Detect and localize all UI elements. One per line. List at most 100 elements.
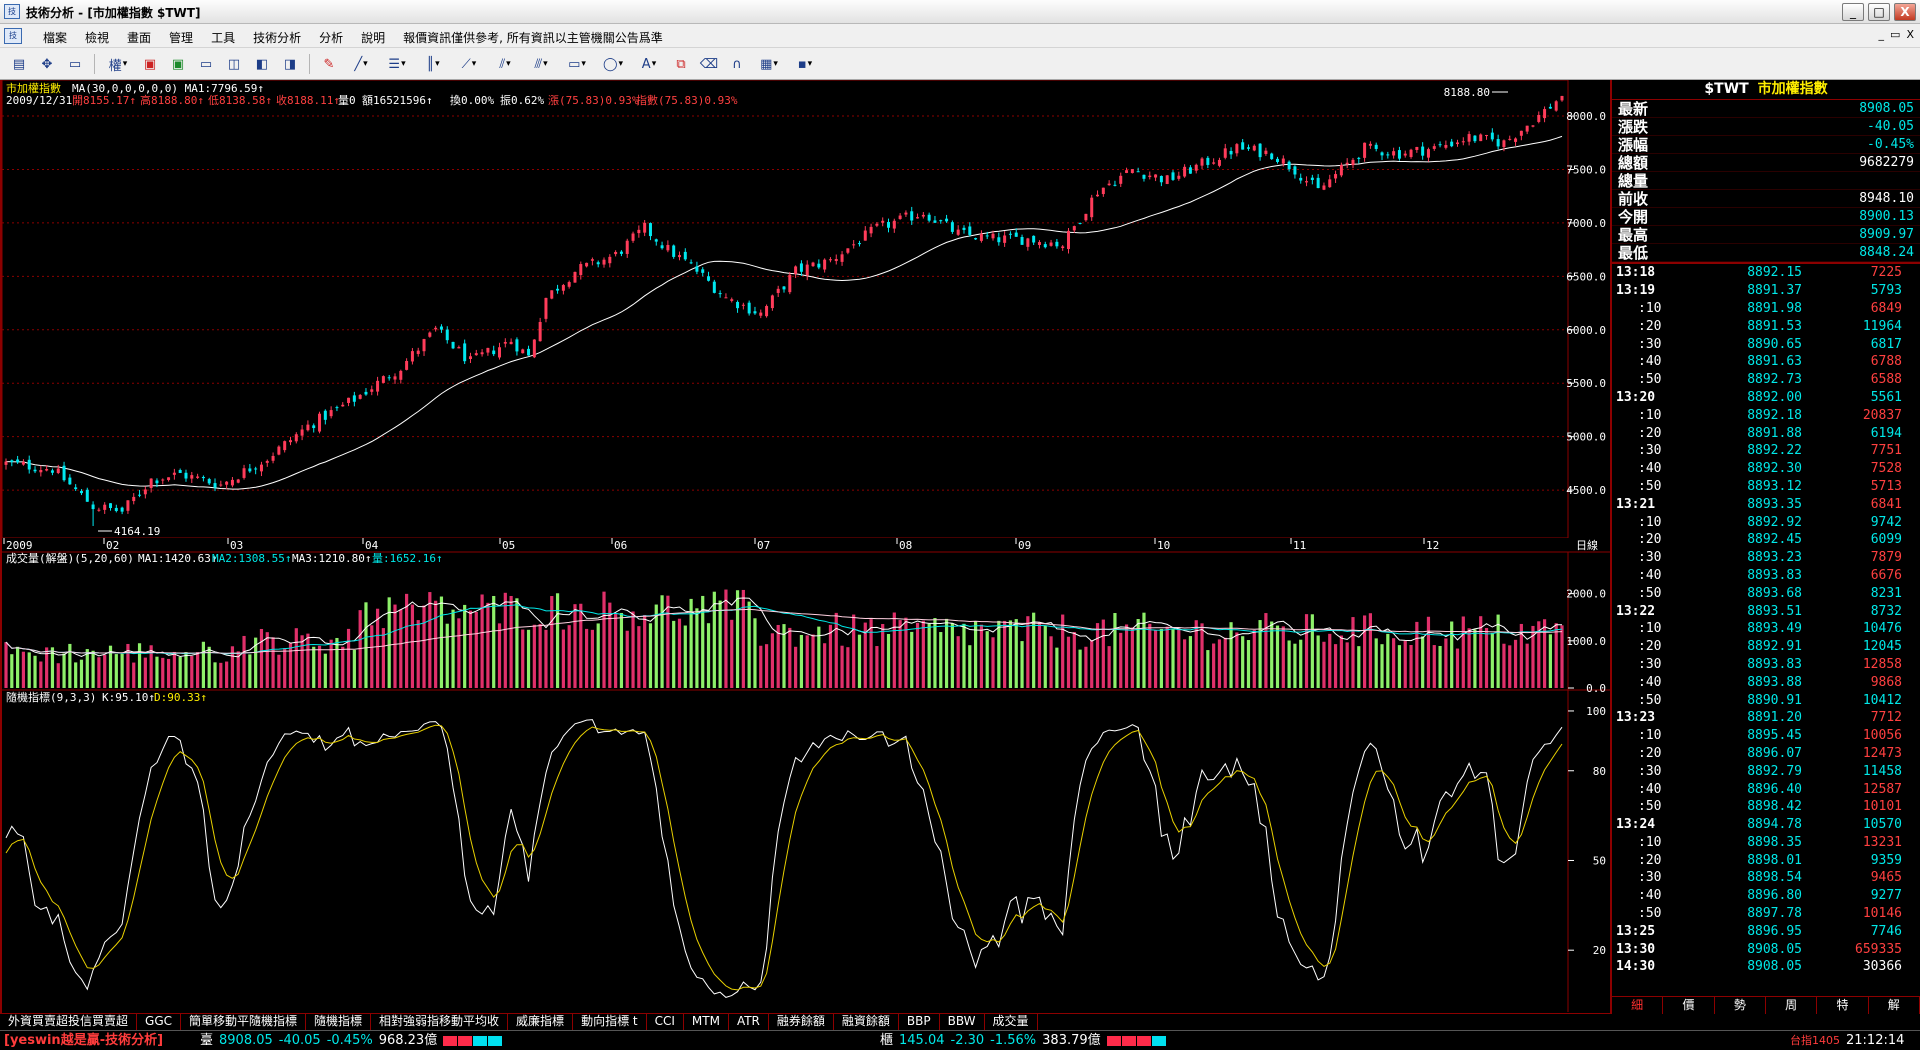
indicator-tab[interactable]: 簡單移動平隨機指標: [181, 1014, 307, 1030]
tick-row[interactable]: :40 8893.83 6676: [1612, 567, 1920, 585]
tick-row[interactable]: :20 8891.53 11964: [1612, 317, 1920, 335]
menu-tools[interactable]: 工具: [211, 31, 236, 45]
close-button[interactable]: X: [1894, 3, 1916, 21]
period-dropdown[interactable]: 權: [103, 54, 133, 74]
text-A-icon[interactable]: A: [634, 54, 664, 74]
save-icon[interactable]: ▪: [790, 54, 820, 74]
tick-row[interactable]: :30 8898.54 9465: [1612, 869, 1920, 887]
frame-icon[interactable]: ▭: [68, 56, 82, 72]
crosshair-icon[interactable]: ✥: [41, 56, 53, 72]
tick-row[interactable]: :50 8892.73 6588: [1612, 371, 1920, 389]
tick-row[interactable]: :50 8890.91 10412: [1612, 691, 1920, 709]
indicator-tab[interactable]: 融券餘額: [769, 1014, 834, 1030]
tick-row[interactable]: :50 8897.78 10146: [1612, 905, 1920, 923]
quote-tab[interactable]: 細: [1612, 997, 1664, 1014]
minimize-button[interactable]: _: [1842, 3, 1864, 21]
indicator-tab[interactable]: CCI: [647, 1014, 684, 1030]
fib-tool-icon[interactable]: ⫽: [490, 54, 520, 74]
menu-file[interactable]: 檔案: [43, 31, 68, 45]
tick-row[interactable]: :10 8895.45 10056: [1612, 727, 1920, 745]
tick-row[interactable]: :40 8892.30 7528: [1612, 460, 1920, 478]
tick-row[interactable]: :10 8898.35 13231: [1612, 834, 1920, 852]
menu-help[interactable]: 說明: [361, 31, 386, 45]
menu-manage[interactable]: 管理: [169, 31, 194, 45]
menu-view[interactable]: 檢視: [85, 31, 110, 45]
channel-tool-icon[interactable]: ⫻: [526, 54, 556, 74]
rect-tool-icon[interactable]: ▭: [562, 54, 592, 74]
tick-row[interactable]: :40 8896.40 12587: [1612, 780, 1920, 798]
tick-row[interactable]: :40 8891.63 6788: [1612, 353, 1920, 371]
color-icon[interactable]: ▦: [754, 54, 784, 74]
menu-technical-analysis[interactable]: 技術分析: [253, 31, 302, 45]
indicator-tab[interactable]: 隨機指標: [306, 1014, 372, 1030]
tick-row[interactable]: 14:30 8908.05 30366: [1612, 958, 1920, 976]
tick-row[interactable]: :20 8898.01 9359: [1612, 851, 1920, 869]
copy-icon[interactable]: ⧉: [676, 56, 686, 72]
menu-analysis[interactable]: 分析: [319, 31, 344, 45]
tick-row[interactable]: 13:23 8891.20 7712: [1612, 709, 1920, 727]
indicator-tab[interactable]: 威廉指標: [508, 1014, 574, 1030]
candle-red-icon[interactable]: ▣: [143, 56, 157, 72]
indicator-tab[interactable]: BBW: [940, 1014, 985, 1030]
tick-row[interactable]: :20 8896.07 12473: [1612, 745, 1920, 763]
tick-row[interactable]: :30 8893.83 12858: [1612, 656, 1920, 674]
quote-tab[interactable]: 價: [1663, 997, 1715, 1014]
tick-row[interactable]: :30 8890.65 6817: [1612, 335, 1920, 353]
window-icon[interactable]: ▭: [199, 56, 213, 72]
tick-row[interactable]: 13:22 8893.51 8732: [1612, 602, 1920, 620]
tick-row[interactable]: :50 8898.42 10101: [1612, 798, 1920, 816]
indicator-tab[interactable]: 相對強弱指移動平均收: [371, 1014, 509, 1030]
tick-list[interactable]: 13:18 8892.15 7225 13:19 8891.37 5793:10 8891.…: [1612, 264, 1920, 976]
tick-row[interactable]: 13:18 8892.15 7225: [1612, 264, 1920, 282]
mdi-close-button[interactable]: X: [1906, 28, 1914, 41]
tile2-icon[interactable]: ◨: [283, 56, 297, 72]
tick-row[interactable]: :10 8892.18 20837: [1612, 406, 1920, 424]
bars-tool-icon[interactable]: ║: [418, 54, 448, 74]
tick-row[interactable]: :50 8893.68 8231: [1612, 584, 1920, 602]
chart-canvas[interactable]: 4500.0 5000.0 5500.0 6000.0 6500.0 7000.0 7500…: [1, 79, 1610, 1014]
indicator-tab[interactable]: GGC: [137, 1014, 181, 1030]
quote-tab[interactable]: 周: [1766, 997, 1818, 1014]
tick-row[interactable]: 13:21 8893.35 6841: [1612, 495, 1920, 513]
text-tool-icon[interactable]: ☰: [382, 54, 412, 74]
maximize-button[interactable]: □: [1868, 3, 1890, 21]
tick-row[interactable]: 13:20 8892.00 5561: [1612, 389, 1920, 407]
tick-row[interactable]: 13:19 8891.37 5793: [1612, 282, 1920, 300]
quote-tab[interactable]: 解: [1869, 997, 1920, 1014]
draw-icon[interactable]: ✎: [323, 56, 335, 72]
indicator-tab[interactable]: 外資買賣超投信買賣超: [0, 1014, 138, 1030]
tick-row[interactable]: :30 8893.23 7879: [1612, 549, 1920, 567]
tile-icon[interactable]: ◧: [255, 56, 269, 72]
quote-tab[interactable]: 勢: [1715, 997, 1766, 1014]
tick-row[interactable]: :10 8893.49 10476: [1612, 620, 1920, 638]
tick-row[interactable]: :50 8893.12 5713: [1612, 478, 1920, 496]
mdi-restore-button[interactable]: ▭: [1890, 28, 1901, 41]
indicator-tab[interactable]: ATR: [729, 1014, 769, 1030]
tick-row[interactable]: :30 8892.79 11458: [1612, 762, 1920, 780]
ellipse-tool-icon[interactable]: ◯: [598, 54, 628, 74]
tick-row[interactable]: 13:25 8896.95 7746: [1612, 922, 1920, 940]
menu-screen[interactable]: 畫面: [127, 31, 152, 45]
layout-icon[interactable]: ◫: [227, 56, 241, 72]
tick-row[interactable]: :10 8891.98 6849: [1612, 300, 1920, 318]
tick-row[interactable]: :10 8892.92 9742: [1612, 513, 1920, 531]
tick-row[interactable]: :30 8892.22 7751: [1612, 442, 1920, 460]
fan-tool-icon[interactable]: ⟋: [454, 54, 484, 74]
eraser-icon[interactable]: ⌫: [699, 56, 719, 72]
quote-tab[interactable]: 特: [1817, 997, 1869, 1014]
magnet-icon[interactable]: ∩: [732, 56, 742, 72]
indicator-tab[interactable]: 動向指標 t: [573, 1014, 647, 1030]
line-tool-icon[interactable]: ╱: [346, 54, 376, 74]
document-icon[interactable]: 技: [4, 28, 22, 44]
tick-row[interactable]: :20 8892.45 6099: [1612, 531, 1920, 549]
indicator-tab[interactable]: BBP: [899, 1014, 940, 1030]
tick-row[interactable]: 13:24 8894.78 10570: [1612, 816, 1920, 834]
bar-chart-icon[interactable]: ▤: [12, 56, 26, 72]
tick-row[interactable]: :20 8892.91 12045: [1612, 638, 1920, 656]
candle-green-icon[interactable]: ▣: [171, 56, 185, 72]
indicator-tab[interactable]: MTM: [684, 1014, 729, 1030]
chart-area[interactable]: 4500.0 5000.0 5500.0 6000.0 6500.0 7000.0 7500…: [0, 79, 1610, 1014]
indicator-tab[interactable]: 成交量: [985, 1014, 1038, 1030]
tick-row[interactable]: :40 8893.88 9868: [1612, 673, 1920, 691]
tick-row[interactable]: :20 8891.88 6194: [1612, 424, 1920, 442]
